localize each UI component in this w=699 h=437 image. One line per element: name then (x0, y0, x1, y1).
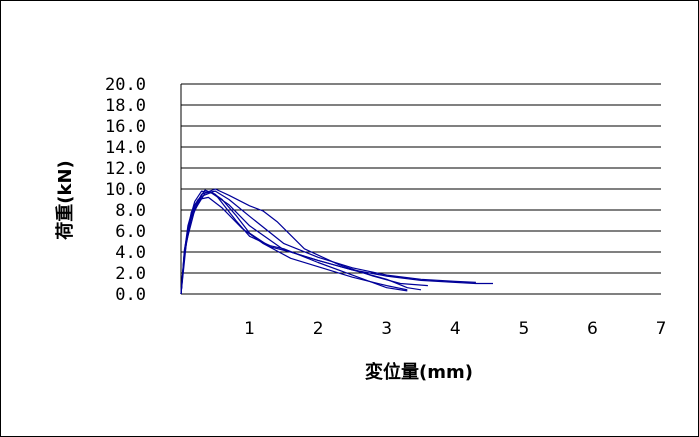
x-tick-label: 4 (450, 319, 461, 339)
y-tick-label: 6.0 (115, 222, 146, 242)
x-tick-label: 3 (381, 319, 392, 339)
x-tick-labels: 1 2 3 4 5 6 7 (244, 319, 666, 339)
x-tick-label: 1 (244, 319, 255, 339)
series-line-2 (180, 189, 408, 295)
series-line-5 (180, 191, 422, 295)
y-tick-label: 14.0 (105, 138, 146, 158)
y-tick-label: 12.0 (105, 159, 146, 179)
axis-layer (180, 84, 661, 295)
series-line-6 (180, 196, 408, 295)
series-layer (180, 188, 493, 295)
y-tick-label: 18.0 (105, 96, 146, 116)
y-tick-label: 10.0 (105, 180, 146, 200)
y-axis-title: 荷重(kN) (54, 160, 76, 240)
grid-layer (181, 83, 661, 295)
x-tick-label: 7 (656, 319, 667, 339)
y-tick-label: 20.0 (105, 75, 146, 95)
y-tick-label: 0.0 (115, 285, 146, 305)
y-tick-label: 8.0 (115, 201, 146, 221)
y-tick-label: 2.0 (115, 264, 146, 284)
y-tick-label: 16.0 (105, 117, 146, 137)
x-tick-label: 2 (313, 319, 324, 339)
y-tick-label: 4.0 (115, 243, 146, 263)
y-tick-labels: 0.02.04.06.08.010.012.014.016.018.020.0 (105, 75, 146, 305)
x-tick-label: 5 (518, 319, 529, 339)
x-tick-label: 6 (587, 319, 598, 339)
x-axis-title: 変位量(mm) (365, 361, 473, 383)
